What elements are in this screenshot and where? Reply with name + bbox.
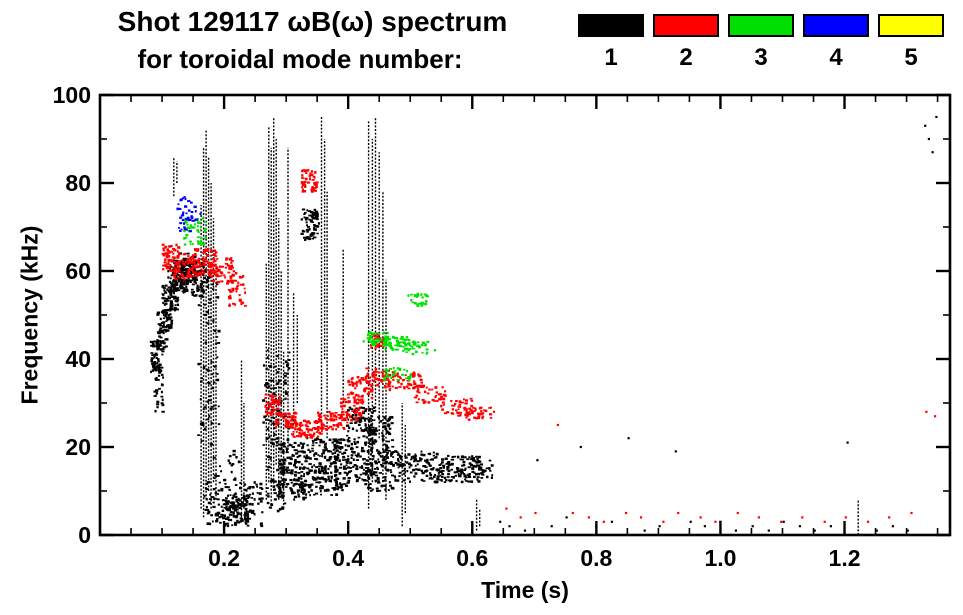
- legend: 1 2 3 4 5: [0, 0, 963, 80]
- legend-swatch-4: [803, 14, 869, 37]
- x-tick-label: 0.8: [580, 545, 612, 571]
- legend-label-4: 4: [829, 44, 843, 71]
- legend-swatch-5: [878, 14, 944, 37]
- tick-labels: 0.2 0.4 0.6 0.8 1.0 1.2 0 20 40 60 80 100: [53, 82, 861, 571]
- legend-label-5: 5: [904, 44, 918, 71]
- y-tick-label: 40: [65, 346, 91, 372]
- chart-title-line1: Shot 129117 ωB(ω) spectrum: [117, 6, 508, 37]
- x-tick-label: 0.2: [208, 545, 240, 571]
- y-tick-label: 20: [65, 434, 91, 460]
- series-mode-1: [149, 115, 938, 535]
- x-tick-label: 0.6: [456, 545, 488, 571]
- axes-box: [98, 93, 952, 537]
- axis-ticks: [100, 93, 950, 537]
- x-axis-label: Time (s): [481, 577, 569, 603]
- x-tick-label: 1.0: [704, 545, 736, 571]
- x-tick-label: 1.2: [829, 545, 861, 571]
- series-mode-4: [176, 196, 202, 233]
- chart-title-line2: for toroidal mode number:: [137, 44, 463, 74]
- y-tick-label: 0: [78, 522, 91, 548]
- x-tick-label: 0.4: [332, 545, 364, 571]
- legend-label-2: 2: [679, 44, 693, 71]
- y-tick-label: 60: [65, 258, 91, 284]
- legend-swatch-1: [578, 14, 644, 37]
- y-tick-label: 100: [53, 82, 91, 108]
- legend-label-1: 1: [604, 44, 618, 71]
- legend-label-3: 3: [754, 44, 768, 71]
- legend-swatch-2: [653, 14, 719, 37]
- y-tick-label: 80: [65, 170, 91, 196]
- series-mode-3: [182, 217, 437, 382]
- legend-swatch-3: [728, 14, 794, 37]
